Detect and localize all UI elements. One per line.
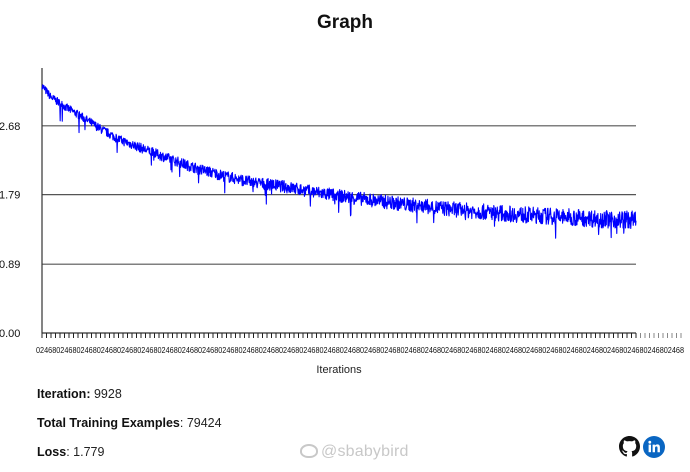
loss-label: Loss (37, 445, 67, 459)
iteration-label: Iteration (37, 387, 87, 401)
examples-value: 79424 (186, 416, 222, 430)
y-tick-label: 2.68 (0, 121, 20, 133)
x-axis-label: Iterations (316, 364, 362, 376)
page-title: Graph (317, 12, 373, 33)
watermark-text: @sbabybird (321, 443, 409, 460)
y-tick-label: 0.00 (0, 328, 20, 340)
loss-chart: 0.00 0.89 1.79 2.68 024680246802468024680246… (0, 68, 685, 376)
iteration-stat: Iteration: 9928 (37, 387, 122, 401)
y-tick-label: 1.79 (0, 190, 20, 202)
y-tick-label: 0.89 (0, 259, 20, 271)
linkedin-icon[interactable] (643, 436, 665, 458)
examples-stat: Total Training Examples: 79424 (37, 416, 222, 430)
watermark: @sbabybird (300, 443, 409, 461)
loss-series-line (41, 84, 637, 239)
github-icon[interactable] (619, 436, 640, 457)
examples-label: Total Training Examples (37, 416, 180, 430)
iteration-value: 9928 (93, 387, 122, 401)
x-tick-labels: 0246802468024680246802468024680246802468… (36, 346, 685, 355)
loss-stat: Loss: 1.779 (37, 445, 105, 459)
weibo-icon (300, 444, 318, 458)
loss-value: 1.779 (73, 445, 105, 459)
